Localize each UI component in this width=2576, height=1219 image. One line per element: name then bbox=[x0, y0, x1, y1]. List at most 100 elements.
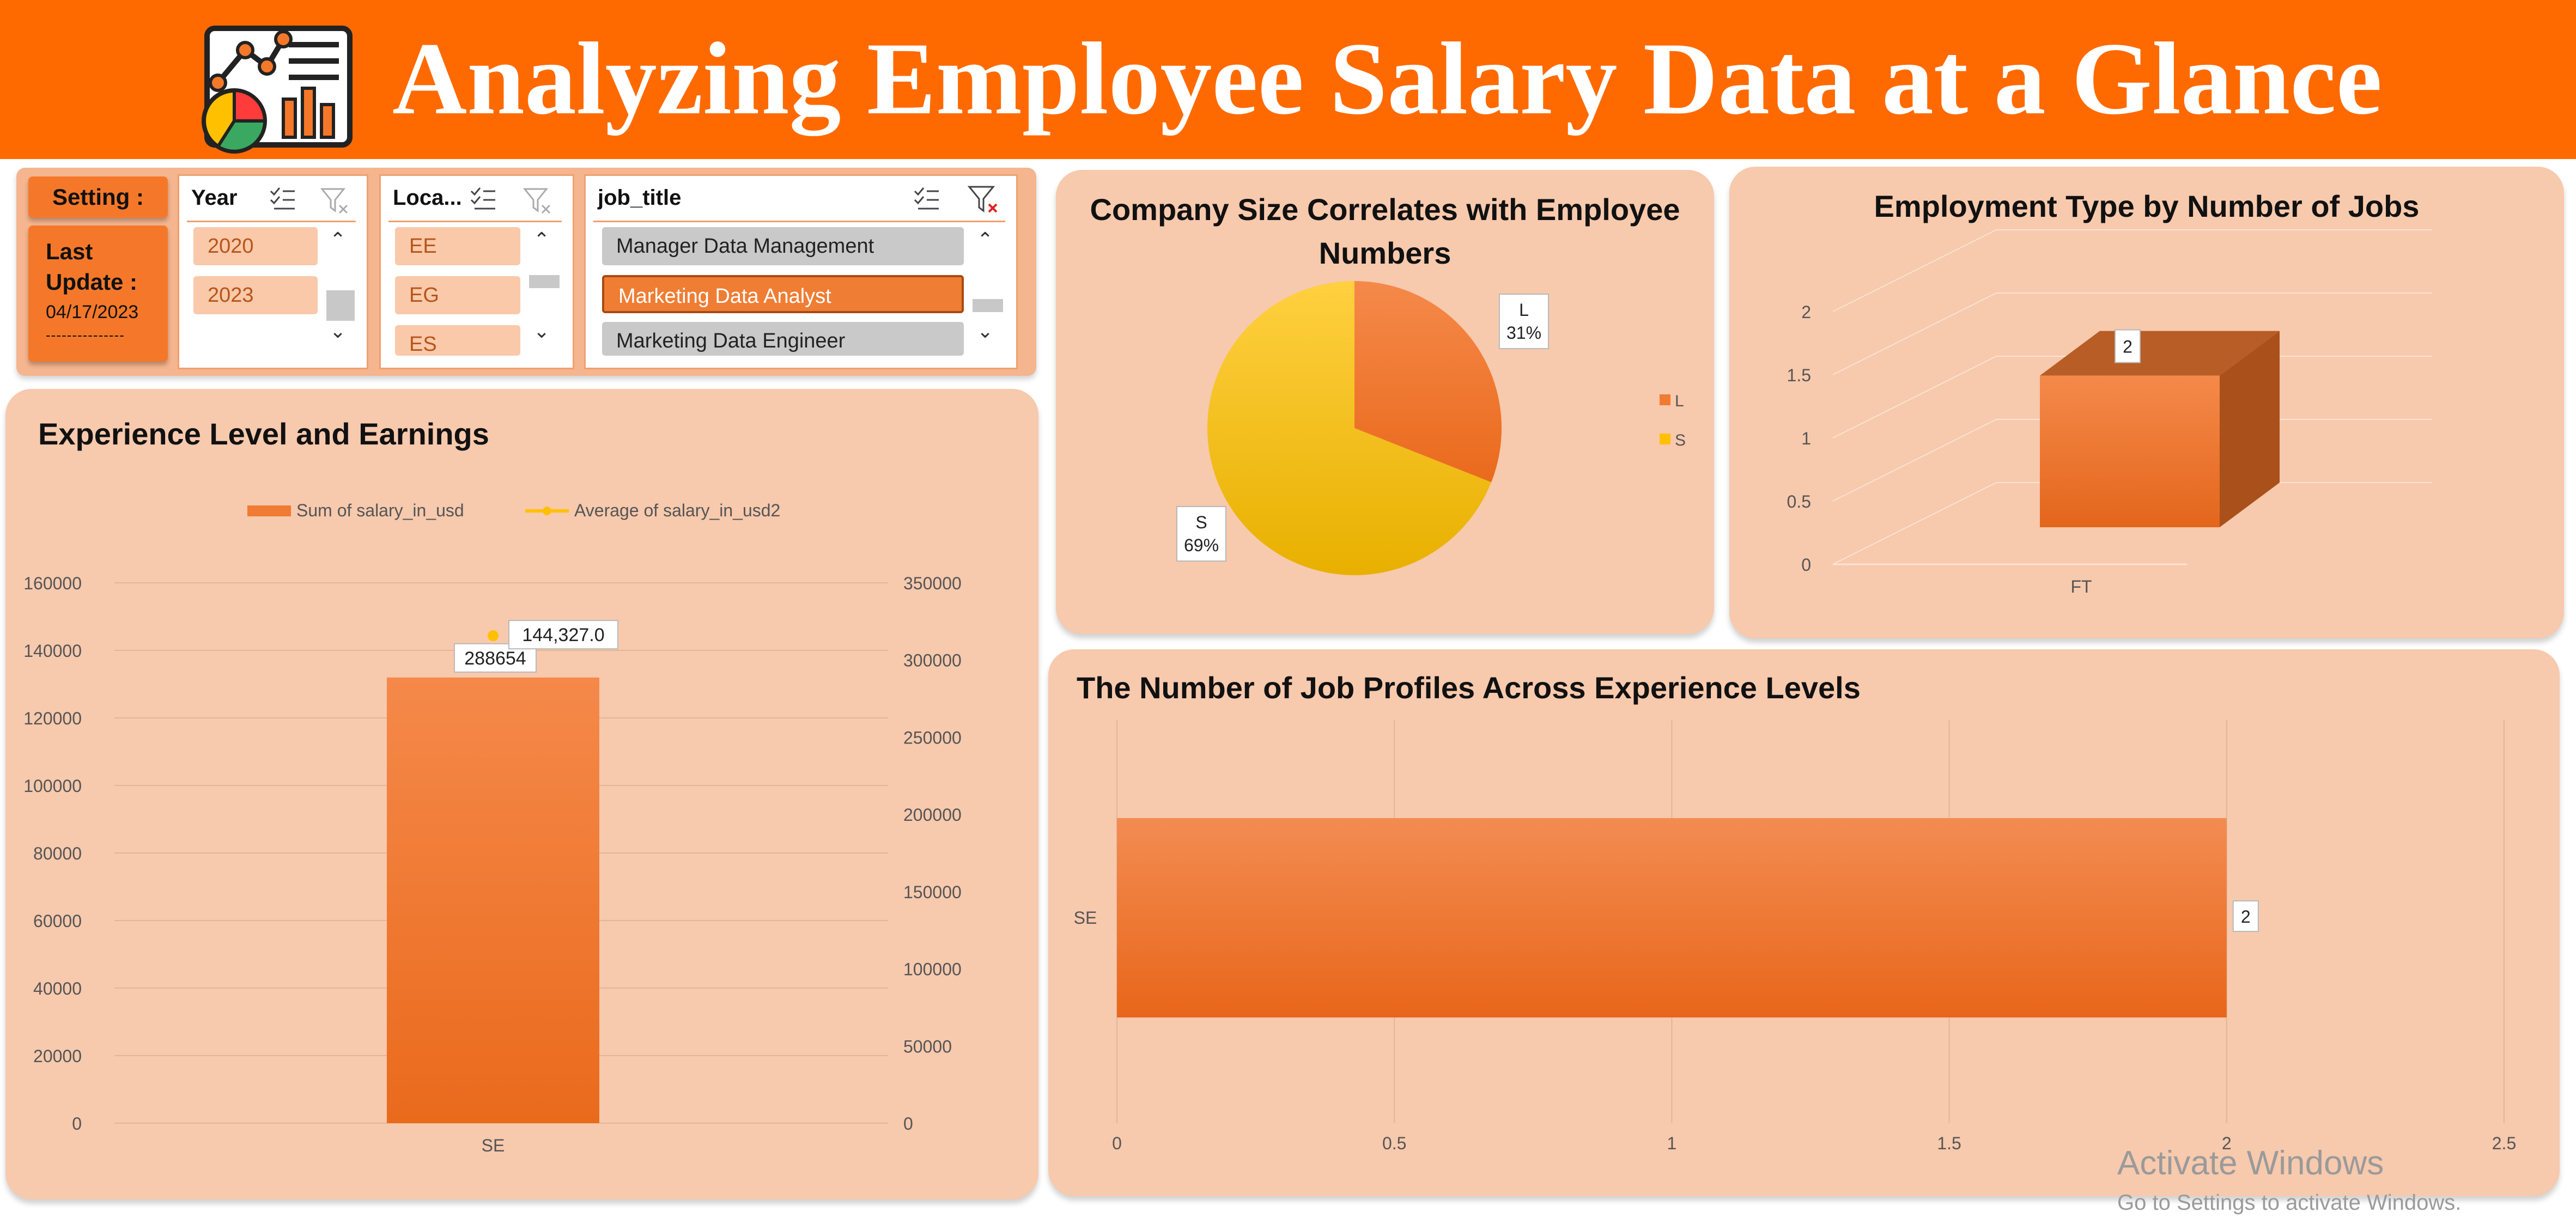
bar-se-jobs bbox=[1117, 818, 2227, 1017]
legend-label-avg: Average of salary_in_usd2 bbox=[574, 501, 780, 520]
data-label-box bbox=[1499, 294, 1549, 349]
year-slicer-header: Year bbox=[191, 186, 238, 210]
slicer-item-es[interactable]: ES bbox=[395, 325, 520, 356]
experience-earnings-chart: Sum of salary_in_usd Average of salary_in… bbox=[23, 501, 962, 1155]
y-tick-label: 160000 bbox=[23, 574, 82, 593]
y2-tick-label: 350000 bbox=[903, 574, 962, 593]
legend-marker-avg bbox=[543, 507, 551, 515]
slicer-item-2023[interactable]: 2023 bbox=[193, 276, 318, 314]
x-tick-label: 0 bbox=[1112, 1133, 1122, 1153]
y-tick-label: 0 bbox=[72, 1114, 82, 1133]
slicer-item-ee[interactable]: EE bbox=[395, 227, 520, 265]
y-tick-label: SE bbox=[1074, 908, 1097, 928]
y-tick-label: 80000 bbox=[33, 844, 82, 863]
scrollbar-thumb[interactable] bbox=[326, 290, 355, 321]
data-label-box bbox=[508, 620, 618, 650]
last-update-date: 04/17/2023 bbox=[46, 302, 139, 322]
data-label-box bbox=[2115, 329, 2141, 363]
y-tick-label: 20000 bbox=[33, 1046, 82, 1066]
dashboard-title: Analyzing Employee Salary Data at a Glan… bbox=[392, 22, 2383, 136]
scroll-up-icon[interactable]: ⌃ bbox=[330, 228, 347, 251]
x-tick-label: 0.5 bbox=[1382, 1133, 1406, 1153]
clear-filter-icon[interactable] bbox=[523, 186, 553, 216]
y-tick-label: 1.5 bbox=[1787, 365, 1811, 385]
year-slicer[interactable]: Year 2020 2023 ⌃ ⌄ bbox=[178, 174, 368, 369]
scrollbar-thumb[interactable] bbox=[973, 299, 1003, 312]
pie-slice-l bbox=[1354, 281, 1502, 483]
job-title-slicer[interactable]: job_title Manager Data Management Market… bbox=[584, 174, 1018, 369]
clear-filter-icon[interactable] bbox=[967, 184, 1000, 216]
y-tick-label: 40000 bbox=[33, 979, 82, 998]
job-profiles-chart: 0 0.5 1 1.5 2 2.5 SE 2 bbox=[1074, 720, 2516, 1153]
y-tick-label: 0.5 bbox=[1787, 492, 1811, 511]
data-label-value: 2 bbox=[2123, 337, 2133, 357]
slicer-item-2020[interactable]: 2020 bbox=[193, 227, 318, 265]
dashboard-header bbox=[0, 0, 2576, 159]
pie-label-category: S bbox=[1195, 513, 1207, 532]
y2-tick-label: 200000 bbox=[903, 805, 962, 825]
company-size-title-line1: Company Size Correlates with Employee bbox=[1090, 192, 1680, 227]
multi-select-icon[interactable] bbox=[469, 186, 497, 214]
legend-label-sum: Sum of salary_in_usd bbox=[296, 501, 464, 520]
gridline bbox=[1832, 419, 1997, 502]
y-tick-label: 100000 bbox=[23, 776, 82, 796]
bar-se-sum-salary bbox=[387, 677, 599, 1123]
bar-ft-side bbox=[2220, 331, 2280, 527]
location-slicer[interactable]: Loca... EE EG ES ⌃ ⌄ bbox=[379, 174, 574, 369]
y-tick-label: 60000 bbox=[33, 911, 82, 931]
multi-select-icon[interactable] bbox=[913, 186, 941, 214]
scroll-down-icon[interactable]: ⌄ bbox=[533, 320, 550, 342]
gridline bbox=[1832, 356, 1997, 438]
multi-select-icon[interactable] bbox=[269, 186, 297, 214]
slicer-divider bbox=[593, 221, 1005, 222]
legend-label: S bbox=[1675, 431, 1686, 449]
job-profiles-title: The Number of Job Profiles Across Experi… bbox=[1077, 671, 1861, 705]
y-tick-label: 1 bbox=[1801, 429, 1811, 448]
data-label-sum: 288654 bbox=[464, 648, 526, 669]
gridline bbox=[1832, 292, 1997, 375]
company-size-title-line2: Numbers bbox=[1319, 236, 1451, 270]
y2-tick-label: 150000 bbox=[903, 882, 962, 902]
location-slicer-header: Loca... bbox=[393, 186, 462, 210]
experience-earnings-title: Experience Level and Earnings bbox=[38, 417, 489, 451]
x-tick-label: 2.5 bbox=[2492, 1133, 2516, 1153]
y-tick-label: 120000 bbox=[23, 709, 82, 728]
employment-type-chart: 0 0.5 1 1.5 2 2 FT bbox=[1787, 229, 2432, 596]
bar-ft-front bbox=[2040, 375, 2220, 527]
slicer-item-manager-data-management[interactable]: Manager Data Management bbox=[602, 227, 964, 265]
last-update-label: Last Update : bbox=[46, 239, 137, 295]
pie-slice-s bbox=[1207, 281, 1492, 575]
slicer-divider bbox=[187, 221, 356, 222]
x-tick-label: 1 bbox=[1667, 1133, 1677, 1153]
scroll-up-icon[interactable]: ⌃ bbox=[533, 228, 550, 251]
legend-swatch bbox=[1660, 394, 1670, 405]
data-label-value: 2 bbox=[2241, 907, 2251, 927]
y-tick-label: 140000 bbox=[23, 641, 82, 661]
slicer-item-marketing-data-analyst[interactable]: Marketing Data Analyst bbox=[602, 275, 964, 313]
slicer-item-marketing-data-engineer[interactable]: Marketing Data Engineer bbox=[602, 322, 964, 356]
legend-label: L bbox=[1675, 392, 1684, 410]
x-tick-label: 1.5 bbox=[1937, 1133, 1961, 1153]
scrollbar-thumb[interactable] bbox=[529, 275, 560, 288]
point-se-avg-salary bbox=[488, 630, 499, 642]
pie-label-percent: 69% bbox=[1184, 535, 1219, 555]
data-label-avg: 144,327.0 bbox=[522, 625, 604, 645]
scroll-down-icon[interactable]: ⌄ bbox=[330, 320, 347, 342]
gridline bbox=[1832, 229, 1997, 312]
y-tick-label: 2 bbox=[1801, 302, 1811, 322]
pie-label-percent: 31% bbox=[1506, 323, 1541, 343]
slicer-divider bbox=[388, 221, 562, 222]
pie-label-category: L bbox=[1519, 300, 1529, 320]
y2-tick-label: 0 bbox=[903, 1114, 913, 1133]
bar-ft-top bbox=[2040, 331, 2280, 376]
setting-button[interactable]: Setting : bbox=[28, 176, 168, 218]
gridline bbox=[1832, 482, 1997, 565]
scroll-up-icon[interactable]: ⌃ bbox=[977, 228, 994, 251]
scroll-down-icon[interactable]: ⌄ bbox=[977, 320, 994, 342]
slicer-item-eg[interactable]: EG bbox=[395, 276, 520, 314]
data-label-box bbox=[1176, 506, 1226, 562]
data-label-box bbox=[2232, 900, 2259, 932]
x-tick-label: FT bbox=[2070, 577, 2092, 596]
clear-filter-icon[interactable] bbox=[320, 186, 350, 216]
company-size-chart: L 31% S 69% L S bbox=[1176, 281, 1686, 575]
